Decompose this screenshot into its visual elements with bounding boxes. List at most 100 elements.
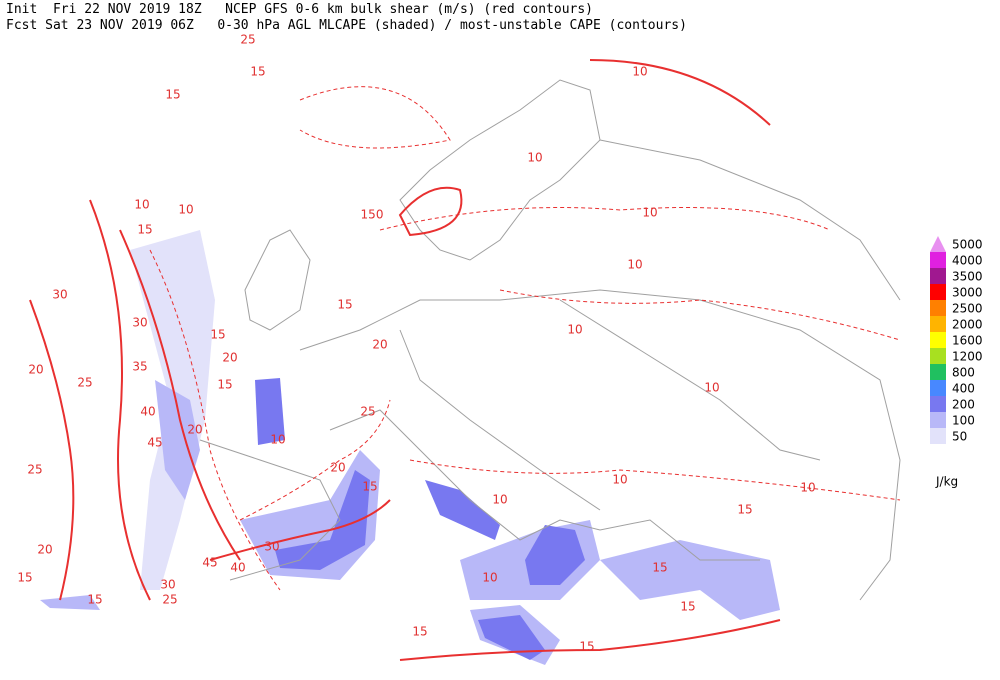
border — [559, 299, 821, 461]
legend-swatch — [930, 252, 946, 268]
contour-label: 10 — [482, 571, 497, 585]
contour — [398, 186, 463, 237]
coastline — [399, 79, 601, 261]
coastline — [199, 439, 341, 581]
contour-label: 20 — [222, 351, 237, 365]
contour-label: 15 — [250, 65, 265, 79]
contour-label: 15 — [87, 593, 102, 607]
contour-label: 15 — [737, 503, 752, 517]
legend-swatch — [930, 316, 946, 332]
contour — [299, 86, 451, 149]
coastline — [244, 229, 311, 331]
coastlines — [199, 79, 901, 601]
contour-label: 25 — [240, 33, 255, 47]
legend-label: 2500 — [952, 302, 983, 316]
contour-label: 30 — [160, 578, 175, 592]
legend-label: 100 — [952, 414, 975, 428]
contour-label: 10 — [800, 481, 815, 495]
contour-label: 20 — [28, 363, 43, 377]
legend-label: 4000 — [952, 254, 983, 268]
contour-label: 15 — [17, 571, 32, 585]
contour-label: 10 — [627, 258, 642, 272]
legend-label: 400 — [952, 382, 975, 396]
header-line: Fcst Sat 23 NOV 2019 06Z 0-30 hPa AGL ML… — [6, 18, 687, 33]
contour-label: 15 — [337, 298, 352, 312]
legend-label: 5000 — [952, 238, 983, 252]
contour-label: 15 — [165, 88, 180, 102]
contour-label: 25 — [162, 593, 177, 607]
contour-label: 20 — [330, 461, 345, 475]
legend-label: 3500 — [952, 270, 983, 284]
legend-label: 1600 — [952, 334, 983, 348]
legend-swatch — [930, 268, 946, 284]
coastline — [299, 289, 901, 601]
contour-label: 25 — [360, 405, 375, 419]
cape-area — [40, 595, 100, 610]
contour-label: 30 — [132, 316, 147, 330]
contour-label: 40 — [230, 561, 245, 575]
contour — [589, 59, 771, 126]
contour — [499, 289, 901, 341]
contour-label: 10 — [642, 206, 657, 220]
coastline — [399, 329, 601, 511]
contour-label: 15 — [210, 328, 225, 342]
contour — [119, 229, 241, 561]
contour-label: 10 — [704, 381, 719, 395]
legend-swatch — [930, 396, 946, 412]
contour-label: 10 — [134, 198, 149, 212]
cape-area — [255, 378, 285, 445]
contour-label: 20 — [372, 338, 387, 352]
legend-swatch — [930, 364, 946, 380]
legend-swatch — [930, 300, 946, 316]
cape-area — [275, 470, 370, 570]
contour-label: 15 — [652, 561, 667, 575]
contour — [89, 199, 151, 601]
contour-label: 35 — [132, 360, 147, 374]
contour-label: 15 — [680, 600, 695, 614]
contour-label: 25 — [27, 463, 42, 477]
legend-swatch — [930, 412, 946, 428]
contour-label: 25 — [77, 376, 92, 390]
contour-label: 45 — [202, 556, 217, 570]
contour-label: 15 — [412, 625, 427, 639]
contour-label: 15 — [137, 223, 152, 237]
contour-label: 15 — [579, 640, 594, 654]
contour-label: 30 — [264, 540, 279, 554]
legend-label: 1200 — [952, 350, 983, 364]
legend-unit: J/kg — [935, 475, 958, 489]
contour-label: 10 — [632, 65, 647, 79]
contour-label: 30 — [52, 288, 67, 302]
contour — [379, 207, 831, 231]
cape-area — [425, 480, 500, 540]
contour — [29, 299, 75, 601]
shear-contours — [29, 59, 901, 661]
contour-label: 20 — [187, 423, 202, 437]
coastline — [599, 139, 901, 301]
cape-area — [155, 380, 200, 500]
contour-label: 20 — [37, 543, 52, 557]
legend-swatch — [930, 332, 946, 348]
contour-label: 15 — [362, 480, 377, 494]
header-line: Init Fri 22 NOV 2019 18Z NCEP GFS 0-6 km… — [6, 2, 593, 17]
contour — [399, 619, 781, 661]
legend-swatch — [930, 428, 946, 444]
contour — [209, 499, 391, 561]
legend-label: 200 — [952, 398, 975, 412]
contour — [239, 399, 391, 521]
contour-label: 45 — [147, 436, 162, 450]
legend-swatch — [930, 380, 946, 396]
legend-label: 50 — [952, 430, 967, 444]
coastline — [329, 409, 760, 561]
legend-label: 3000 — [952, 286, 983, 300]
contour-label: 10 — [612, 473, 627, 487]
contour-label: 10 — [492, 493, 507, 507]
contour-label: 10 — [567, 323, 582, 337]
legend-label: 800 — [952, 366, 975, 380]
contour — [149, 249, 281, 591]
legend: 5000 4000 3500 3000 2500 2000 1600 1200 800 400 20… — [930, 236, 983, 489]
contour-label: 10 — [527, 151, 542, 165]
legend-swatch — [930, 236, 946, 252]
